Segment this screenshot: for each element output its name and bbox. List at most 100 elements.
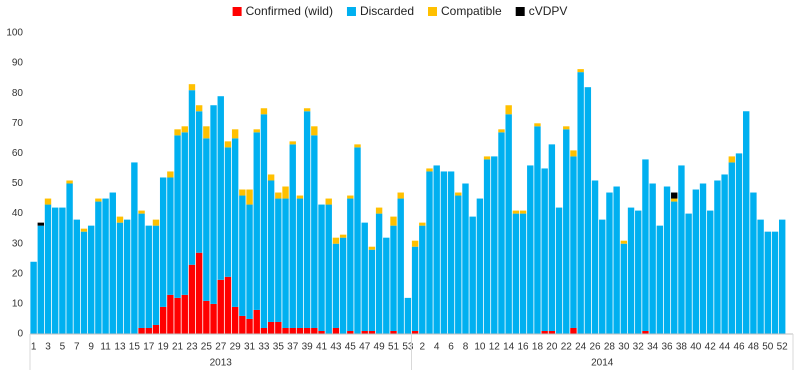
bar-segment: [534, 123, 541, 127]
bar-segment: [145, 225, 152, 328]
bar-segment: [167, 171, 174, 178]
bar-segment: [325, 204, 332, 334]
x-tick-label: 51: [388, 342, 400, 353]
x-tick-label: 6: [448, 342, 454, 353]
bar-segment: [181, 132, 188, 295]
bar-segment: [159, 306, 167, 334]
bar-segment: [296, 327, 304, 334]
bar-segment: [692, 189, 700, 334]
x-tick-label: 11: [100, 342, 111, 353]
bar-segment: [411, 240, 419, 247]
bar-segment: [203, 138, 210, 301]
bar-segment: [721, 174, 728, 334]
bar-segment: [476, 198, 484, 334]
bar-segment: [188, 264, 196, 334]
bar-segment: [368, 330, 376, 334]
bar-segment: [779, 219, 786, 334]
bar-segment: [361, 222, 368, 331]
bar-segment: [44, 198, 52, 205]
bar-segment: [303, 108, 311, 112]
bar-segment: [447, 171, 455, 334]
x-tick-label: 26: [589, 342, 601, 353]
bar-segment: [404, 297, 412, 334]
bar-segment: [95, 201, 102, 334]
bar-segment: [303, 327, 311, 334]
bar-segment: [239, 195, 246, 316]
bar-segment: [87, 225, 95, 334]
bar-segment: [174, 129, 181, 136]
bar-segment: [512, 213, 520, 334]
legend-swatch: [346, 7, 356, 16]
bar-segment: [318, 330, 325, 334]
bar-segment: [483, 159, 491, 334]
x-tick-label: 43: [330, 342, 342, 353]
y-tick-label: 20: [12, 268, 24, 279]
bar-segment: [188, 84, 196, 91]
y-tick-label: 0: [17, 329, 23, 340]
x-tick-label: 42: [705, 342, 717, 353]
bar-segment: [656, 225, 664, 334]
y-tick-label: 80: [12, 88, 24, 99]
bar-segment: [231, 306, 239, 334]
x-tick-label: 31: [244, 342, 256, 353]
bar-segment: [505, 114, 512, 335]
bar-segment: [311, 126, 318, 136]
bar-segment: [289, 144, 296, 328]
bar-segment: [224, 276, 232, 334]
bar-segment: [375, 213, 383, 334]
bar-segment: [519, 210, 527, 214]
x-tick-label: 34: [647, 342, 659, 353]
bar-segment: [152, 225, 160, 325]
x-tick-label: 33: [258, 342, 270, 353]
bar-segment: [498, 129, 505, 133]
x-tick-label: 39: [302, 342, 314, 353]
bar-segment: [303, 111, 311, 328]
bar-segment: [743, 111, 750, 334]
bar-segment: [253, 309, 260, 334]
bar-segment: [289, 327, 296, 334]
x-tick-label: 19: [158, 342, 170, 353]
bar-segment: [116, 222, 124, 334]
bar-segment: [368, 249, 376, 331]
bar-segment: [390, 225, 397, 331]
bar-segment: [757, 219, 764, 334]
bar-segment: [167, 177, 174, 295]
bar-segment: [195, 105, 203, 112]
bar-segment: [764, 231, 772, 334]
bar-segment: [620, 240, 628, 244]
y-tick-label: 90: [12, 58, 24, 69]
bar-segment: [188, 90, 196, 265]
bar-segment: [577, 69, 584, 73]
bar-segment: [282, 327, 289, 334]
y-tick-label: 10: [12, 299, 24, 310]
x-tick-label: 45: [345, 342, 357, 353]
bar-segment: [375, 207, 383, 214]
bar-segment: [44, 204, 52, 334]
bar-segment: [332, 237, 340, 244]
bar-segment: [231, 138, 239, 307]
bar-segment: [411, 330, 419, 334]
bar-segment: [354, 147, 361, 334]
x-tick-label: 41: [316, 342, 328, 353]
x-tick-label: 20: [546, 342, 558, 353]
bar-segment: [498, 132, 505, 334]
bar-segment: [347, 198, 354, 331]
bar-segment: [152, 219, 160, 226]
bar-segment: [296, 195, 304, 199]
x-tick-label: 7: [74, 342, 80, 353]
bar-segment: [246, 204, 253, 319]
bar-segment: [138, 213, 145, 328]
bar-segment: [325, 198, 332, 205]
bar-segment: [678, 165, 685, 334]
bar-segment: [483, 156, 491, 160]
bar-segment: [66, 183, 73, 334]
bar-segment: [311, 135, 318, 328]
bar-segment: [685, 213, 692, 334]
x-tick-label: 9: [88, 342, 94, 353]
x-tick-label: 48: [748, 342, 760, 353]
legend-label: Confirmed (wild): [246, 4, 333, 18]
group-label: 2013: [210, 358, 233, 369]
bar-segment: [390, 330, 397, 334]
x-tick-label: 16: [518, 342, 530, 353]
